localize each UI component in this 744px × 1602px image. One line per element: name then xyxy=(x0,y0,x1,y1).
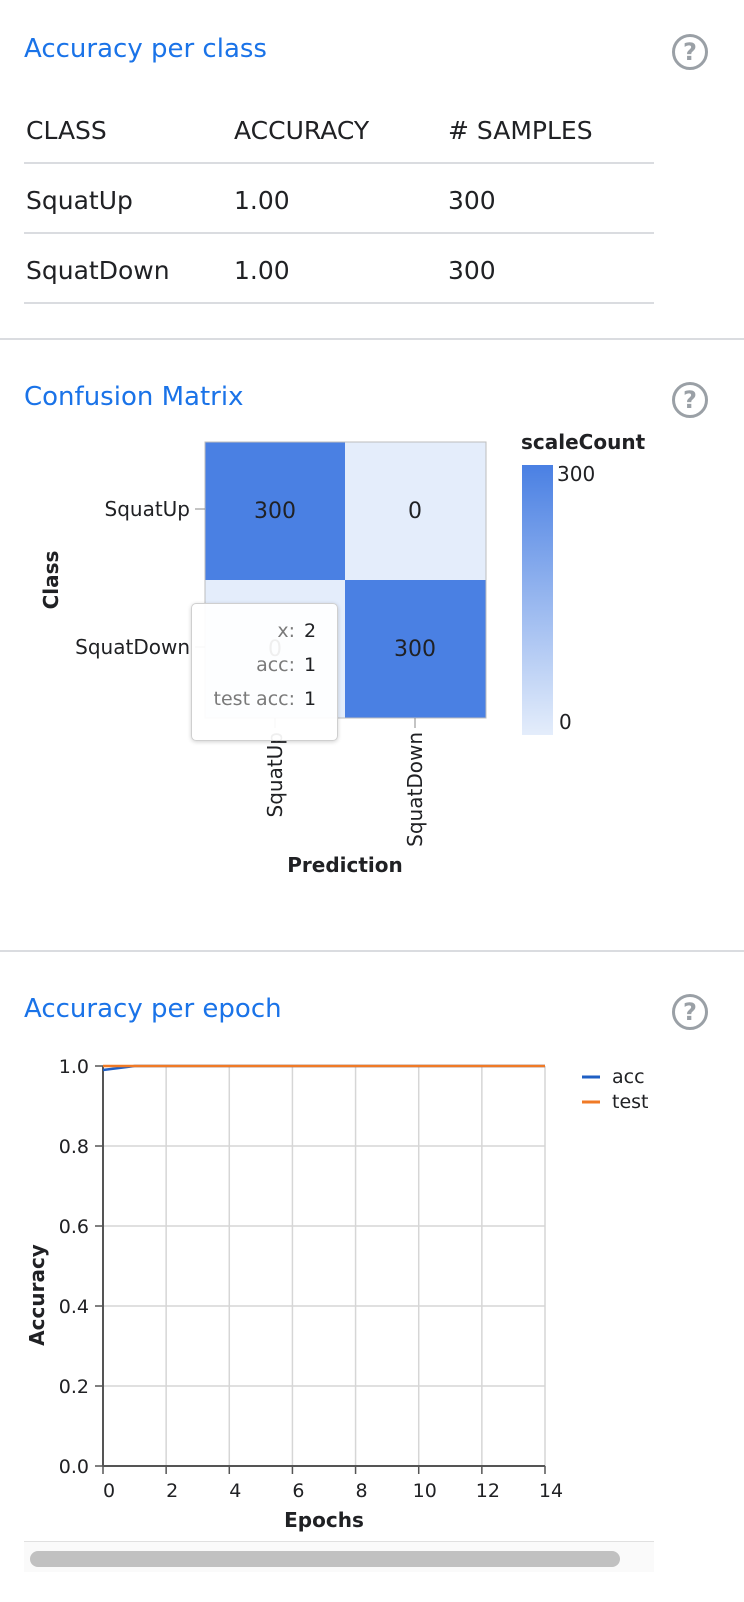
x-tick-label: 2 xyxy=(166,1480,178,1502)
color-scale-bar xyxy=(522,465,553,735)
section-divider xyxy=(0,338,744,340)
accuracy-per-epoch-title: Accuracy per epoch xyxy=(24,994,282,1024)
y-tick-label: 0.6 xyxy=(59,1216,89,1238)
chart-tooltip: x: 2 acc: 1 test acc: 1 xyxy=(191,603,338,741)
column-header-samples: # SAMPLES xyxy=(448,116,593,145)
legend-max: 300 xyxy=(557,462,595,486)
x-tick-label: 12 xyxy=(476,1480,500,1502)
column-header-class: CLASS xyxy=(26,116,107,145)
cell-value: 300 xyxy=(254,499,296,524)
samples-cell: 300 xyxy=(448,186,496,215)
samples-cell: 300 xyxy=(448,256,496,285)
tooltip-row: x: 2 xyxy=(192,620,337,650)
y-axis-label: Accuracy xyxy=(25,1244,49,1346)
x-tick-label: 10 xyxy=(413,1480,437,1502)
table-row: SquatUp 1.00 300 xyxy=(24,164,654,234)
legend-min: 0 xyxy=(559,710,572,734)
y-tick-label: 0.2 xyxy=(59,1376,89,1398)
accuracy-cell: 1.00 xyxy=(234,256,290,285)
table-header-row: CLASS ACCURACY # SAMPLES xyxy=(24,94,654,164)
cell-value: 0 xyxy=(408,499,422,524)
table-row: SquatDown 1.00 300 xyxy=(24,234,654,304)
column-header-accuracy: ACCURACY xyxy=(234,116,370,145)
matrix-cell-1-1 xyxy=(345,580,486,718)
scrollbar-thumb[interactable] xyxy=(30,1551,620,1567)
x-axis-label: Epochs xyxy=(284,1508,364,1532)
col-label-squatdown: SquatDown xyxy=(403,732,427,847)
matrix-cell-0-1 xyxy=(345,442,486,580)
legend-label-test: test xyxy=(612,1091,649,1113)
tooltip-value: 2 xyxy=(304,620,317,642)
y-tick-label: 0.8 xyxy=(59,1136,89,1158)
tooltip-row: acc: 1 xyxy=(192,654,337,684)
col-label-squatup: SquatUp xyxy=(263,732,287,818)
row-label-squatup: SquatUp xyxy=(105,497,191,521)
cell-value: 300 xyxy=(394,637,436,662)
y-axis-label: Class xyxy=(39,551,63,610)
tooltip-row: test acc: 1 xyxy=(192,688,337,718)
tooltip-key: acc: xyxy=(256,654,295,676)
tooltip-key: x: xyxy=(277,620,295,642)
x-tick-label: 8 xyxy=(356,1480,368,1502)
y-tick-label: 0.0 xyxy=(59,1456,89,1478)
help-icon[interactable]: ? xyxy=(672,382,708,418)
class-cell: SquatUp xyxy=(26,186,133,215)
section-divider xyxy=(0,950,744,952)
tooltip-value: 1 xyxy=(304,654,317,676)
tooltip-value: 1 xyxy=(304,688,317,710)
accuracy-per-epoch-chart[interactable]: 0.0 0.2 0.4 0.6 0.8 1.0 0 2 4 6 8 10 12 14 acc test Ep… xyxy=(0,1040,744,1540)
confusion-matrix-chart[interactable]: 300 0 0 300 SquatUp SquatDown Class Squa… xyxy=(0,430,744,950)
x-tick-label: 0 xyxy=(103,1480,115,1502)
accuracy-table: CLASS ACCURACY # SAMPLES SquatUp 1.00 30… xyxy=(24,94,654,304)
y-tick-label: 0.4 xyxy=(59,1296,89,1318)
x-axis-label: Prediction xyxy=(287,853,403,877)
accuracy-per-class-title: Accuracy per class xyxy=(24,34,267,64)
confusion-matrix-title: Confusion Matrix xyxy=(24,382,244,412)
legend-label-acc: acc xyxy=(612,1066,645,1088)
row-label-squatdown: SquatDown xyxy=(75,635,190,659)
accuracy-cell: 1.00 xyxy=(234,186,290,215)
accuracy-per-class-section: Accuracy per class ? CLASS ACCURACY # SA… xyxy=(0,0,744,338)
x-tick-label: 14 xyxy=(539,1480,563,1502)
help-icon[interactable]: ? xyxy=(672,34,708,70)
matrix-frame xyxy=(204,441,487,719)
legend-title: scaleCount xyxy=(521,430,646,454)
horizontal-scrollbar[interactable] xyxy=(24,1541,654,1572)
tooltip-key: test acc: xyxy=(213,688,295,710)
class-cell: SquatDown xyxy=(26,256,170,285)
x-tick-label: 6 xyxy=(292,1480,304,1502)
y-tick-label: 1.0 xyxy=(59,1056,89,1078)
x-tick-label: 4 xyxy=(229,1480,241,1502)
matrix-cell-0-0 xyxy=(205,442,345,580)
help-icon[interactable]: ? xyxy=(672,994,708,1030)
